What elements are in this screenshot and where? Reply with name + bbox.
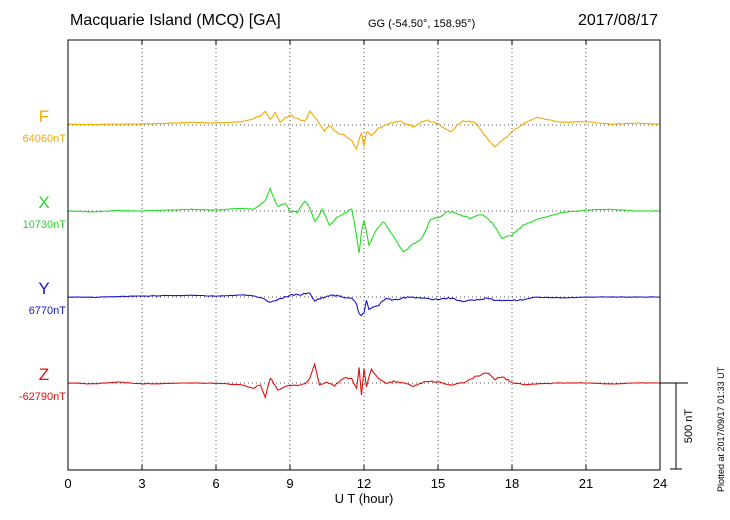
x-tick-label: 6 <box>212 476 219 491</box>
series-name-z: Z <box>39 365 49 384</box>
series-lines <box>67 109 661 400</box>
series-name-y: Y <box>38 279 49 298</box>
grid-lines <box>68 40 660 470</box>
series-baseline-value: 64060nT <box>23 133 67 145</box>
series-baseline-value: -62790nT <box>19 391 66 403</box>
station-coordinates: GG (-54.50°, 158.95°) <box>368 18 476 30</box>
series-line-x <box>67 186 661 254</box>
x-tick-label: 15 <box>431 476 445 491</box>
x-tick-label: 9 <box>286 476 293 491</box>
plotted-timestamp: Plotted at 2017/09/17 01:33 UT <box>716 366 726 492</box>
x-tick-label: 3 <box>138 476 145 491</box>
station-title: Macquarie Island (MCQ) [GA] <box>70 12 281 29</box>
x-tick-label: 12 <box>357 476 371 491</box>
x-tick-label: 18 <box>505 476 519 491</box>
series-line-z <box>68 362 660 400</box>
scale-bar: 500 nT <box>660 382 695 470</box>
chart-date: 2017/08/17 <box>578 12 659 29</box>
x-axis-label: U T (hour) <box>335 491 394 506</box>
series-line-f <box>67 109 660 151</box>
series-line-y <box>68 292 661 317</box>
scale-bar-label: 500 nT <box>683 409 695 444</box>
series-name-x: X <box>38 193 49 212</box>
x-axis: 0 3 6 9 12 15 18 21 24 <box>64 40 667 491</box>
series-labels: F 64060nT X 10730nT Y 6770nT Z -62790nT <box>19 107 66 403</box>
x-tick-label: 24 <box>653 476 667 491</box>
series-baseline-value: 6770nT <box>29 305 67 317</box>
x-tick-label: 21 <box>579 476 593 491</box>
x-tick-label: 0 <box>64 476 71 491</box>
series-name-f: F <box>39 107 49 126</box>
series-baseline-value: 10730nT <box>23 219 67 231</box>
